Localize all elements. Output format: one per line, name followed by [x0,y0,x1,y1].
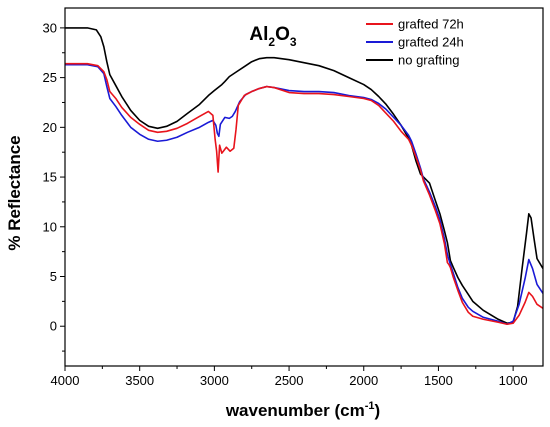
x-tick-label: 2000 [349,373,378,388]
legend: grafted 72h grafted 24h no grafting [366,17,464,68]
chart-title: Al2O3 [249,24,296,49]
x-tick-label: 3000 [200,373,229,388]
x-tick-label: 1000 [499,373,528,388]
legend-entry-0: grafted 72h [366,17,464,32]
x-tick-label: 2500 [275,373,304,388]
x-tick-label: 3500 [125,373,154,388]
y-tick-label: 5 [50,269,57,284]
series-line-2 [65,27,543,325]
y-tick-label: 15 [43,170,57,185]
series-line-1 [65,63,543,326]
y-tick-label: 25 [43,70,57,85]
legend-entry-2: no grafting [366,53,459,68]
x-tick-label: 4000 [51,373,80,388]
y-tick-label: 20 [43,120,57,135]
legend-label: grafted 72h [398,17,464,32]
y-tick-label: 10 [43,219,57,234]
tick-layer: 4000 3500 3000 2500 2000 1500 1000 0 5 10 15 20 25 30 [43,20,528,388]
series-line-0 [65,62,543,326]
legend-label: no grafting [398,53,459,68]
legend-label: grafted 24h [398,35,464,50]
y-tick-label: 0 [50,319,57,334]
plot-frame [64,7,544,367]
x-tick-label: 1500 [424,373,453,388]
y-tick-label: 30 [43,20,57,35]
series-layer [65,27,543,326]
x-axis-title: wavenumber (cm-1) [225,400,380,420]
legend-entry-1: grafted 24h [366,35,464,50]
y-axis-title: % Reflectance [5,135,24,250]
